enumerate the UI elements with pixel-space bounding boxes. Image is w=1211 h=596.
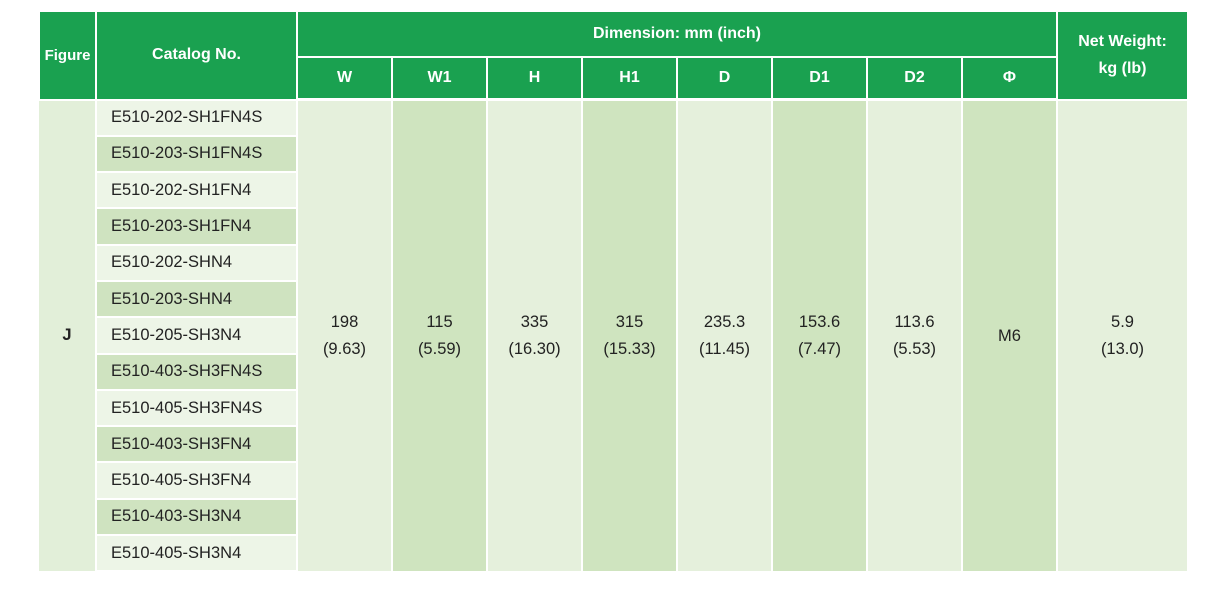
cell-w1-inch: (5.59) (417, 340, 462, 359)
cell-d-mm: 235.3 (703, 313, 746, 332)
table-row: E510-405-SH3FN4S (39, 389, 1188, 428)
cell-w: 198 (9.63) (297, 99, 393, 572)
table-row: E510-405-SH3N4 (39, 535, 1188, 573)
header-catalog-no: Catalog No. (95, 10, 298, 101)
header-figure: Figure (38, 10, 97, 101)
cell-w-mm: 198 (330, 313, 359, 332)
header-net-weight: Net Weight: kg (lb) (1056, 10, 1189, 101)
catalog-cell: E510-405-SH3FN4 (96, 462, 298, 500)
cell-net-weight-kg: 5.9 (1111, 312, 1134, 331)
table-row: J E510-202-SH1FN4S 198 (9.63) 115 (5.59) 3… (39, 99, 1189, 572)
cell-h1-inch: (15.33) (603, 340, 656, 359)
header-d: D (676, 56, 773, 101)
header-d1: D1 (771, 56, 868, 101)
table-row: E510-202-SH1FN4 (39, 172, 1188, 210)
header-phi: Φ (961, 56, 1058, 101)
catalog-cell: E510-202-SH1FN4 (96, 172, 298, 210)
header-net-weight-unit: kg (lb) (1098, 60, 1147, 78)
catalog-cell: E510-403-SH3FN4S (96, 353, 298, 391)
table-row: E510-203-SHN4 (39, 280, 1188, 319)
figure-cell: J (39, 99, 97, 572)
catalog-cell: E510-203-SH1FN4 (96, 208, 298, 246)
cell-d1: 153.6 (7.47) (772, 99, 868, 572)
catalog-cell: E510-203-SHN4 (96, 280, 298, 319)
cell-w1: 115 (5.59) (392, 99, 488, 572)
cell-h1: 315 (15.33) (582, 99, 678, 572)
cell-h: 335 (16.30) (487, 99, 583, 572)
header-d2: D2 (866, 56, 963, 101)
catalog-cell: E510-403-SH3FN4 (96, 426, 298, 464)
table-row: E510-202-SHN4 (39, 244, 1188, 282)
catalog-cell: E510-405-SH3FN4S (96, 389, 298, 428)
cell-w-inch: (9.63) (322, 340, 367, 359)
cell-h1-mm: 315 (615, 313, 644, 332)
cell-w1-mm: 115 (426, 313, 453, 332)
header-w1: W1 (391, 56, 488, 101)
table-row: E510-403-SH3N4 (39, 498, 1188, 537)
catalog-cell: E510-202-SHN4 (96, 244, 298, 282)
cell-net-weight-lb: (13.0) (1100, 339, 1145, 358)
table-row: E510-203-SH1FN4S (39, 135, 1188, 174)
cell-d1-inch: (7.47) (797, 340, 842, 359)
table-row: E510-205-SH3N4 (39, 317, 1188, 355)
header-h: H (486, 56, 583, 101)
catalog-cell: E510-203-SH1FN4S (96, 135, 298, 174)
table-row: E510-203-SH1FN4 (39, 208, 1188, 246)
catalog-cell: E510-202-SH1FN4S (96, 99, 298, 137)
header-dimension: Dimension: mm (inch) (296, 10, 1058, 58)
header-net-weight-label: Net Weight: (1078, 33, 1167, 51)
table-row: E510-403-SH3FN4S (39, 353, 1188, 391)
cell-net-weight: 5.9 (13.0) (1057, 99, 1189, 572)
cell-d2-mm: 113.6 (894, 313, 935, 332)
cell-phi: M6 (962, 99, 1058, 572)
cell-d: 235.3 (11.45) (677, 99, 773, 572)
catalog-cell: E510-403-SH3N4 (96, 498, 298, 537)
cell-h-inch: (16.30) (508, 340, 561, 359)
catalog-cell: E510-405-SH3N4 (96, 535, 298, 573)
cell-d-inch: (11.45) (698, 340, 751, 359)
table-row: E510-405-SH3FN4 (39, 462, 1188, 500)
cell-d1-mm: 153.6 (798, 313, 841, 332)
spec-table: Figure Catalog No. Dimension: mm (inch) … (38, 10, 1189, 573)
table-row: E510-403-SH3FN4 (39, 426, 1188, 464)
header-h1: H1 (581, 56, 678, 101)
catalog-cell: E510-205-SH3N4 (96, 317, 298, 355)
cell-d2-inch: (5.53) (892, 340, 937, 359)
cell-d2: 113.6 (5.53) (867, 99, 963, 572)
header-w: W (296, 56, 393, 101)
cell-h-mm: 335 (520, 313, 549, 332)
